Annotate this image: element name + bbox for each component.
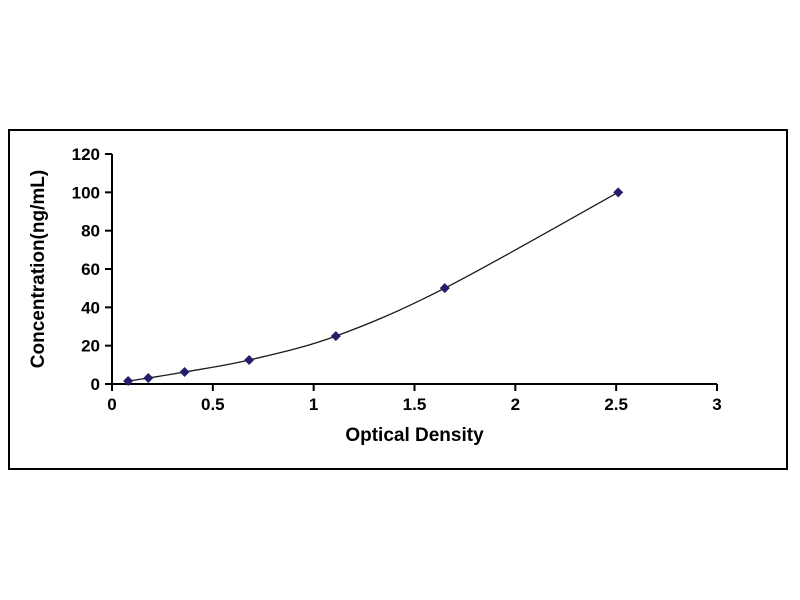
data-point-marker — [330, 331, 341, 342]
data-point-marker — [179, 367, 190, 378]
x-tick-label: 0.5 — [201, 395, 225, 414]
data-point-marker — [613, 187, 624, 198]
y-tick-label: 80 — [81, 222, 100, 241]
data-point-marker — [244, 355, 255, 366]
y-tick-label: 20 — [81, 337, 100, 356]
data-point-marker — [439, 283, 450, 294]
x-tick-label: 2 — [511, 395, 520, 414]
standard-curve-plot: 0 0.5 1 1.5 2 2.5 3 0 20 40 60 80 100 120 Optical Dens… — [28, 145, 722, 446]
y-tick-label: 40 — [81, 298, 100, 317]
x-tick-label: 1.5 — [403, 395, 427, 414]
y-tick-label: 0 — [91, 375, 100, 394]
y-tick-label: 60 — [81, 260, 100, 279]
x-tick-label: 3 — [712, 395, 721, 414]
chart-frame: 0 0.5 1 1.5 2 2.5 3 0 20 40 60 80 100 120 Optical Dens… — [8, 129, 788, 470]
data-point-marker — [123, 376, 134, 387]
x-axis-title: Optical Density — [345, 425, 484, 446]
y-axis-title: Concentration(ng/mL) — [28, 170, 49, 368]
x-tick-label: 2.5 — [604, 395, 628, 414]
x-tick-label: 0 — [107, 395, 116, 414]
x-tick-label: 1 — [309, 395, 318, 414]
curve-line — [128, 191, 619, 382]
y-tick-label: 120 — [72, 145, 100, 164]
data-point-marker — [143, 373, 154, 384]
y-tick-label: 100 — [72, 183, 100, 202]
